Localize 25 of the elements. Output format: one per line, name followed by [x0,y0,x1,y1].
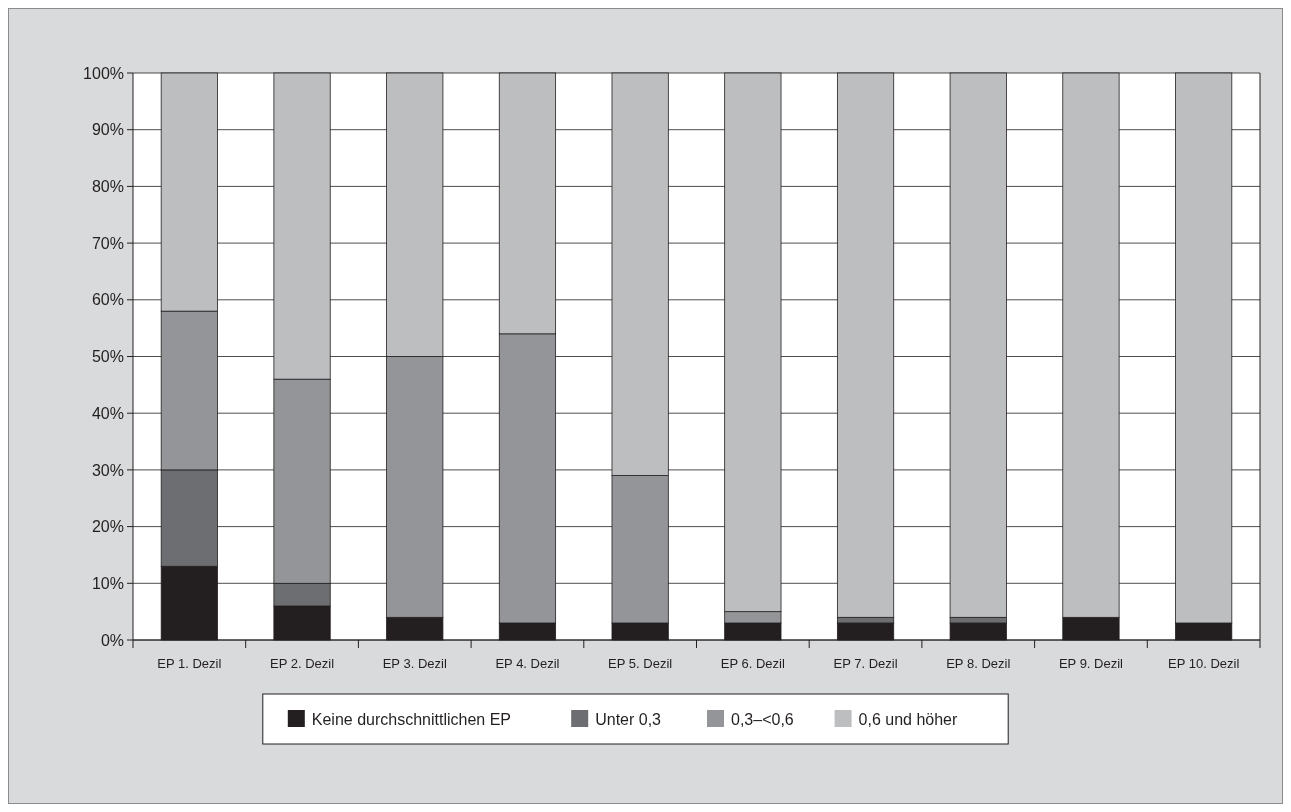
y-tick-label: 50% [91,348,124,366]
legend-label: 0,6 und höher [858,710,959,728]
legend-label: 0,3–<0,6 [731,710,794,728]
x-tick-label: EP 10. Dezil [1168,656,1240,671]
y-tick-label: 80% [91,178,124,195]
x-tick-label: EP 4. Dezil [495,656,560,671]
x-tick-label: EP 1. Dezil [157,656,222,671]
legend-label: Unter 0,3 [595,710,662,728]
y-tick-label: 30% [91,461,124,479]
x-tick-label: EP 8. Dezil [946,656,1011,671]
y-tick-label: 70% [91,234,124,252]
x-tick-label: EP 5. Dezil [608,656,673,671]
y-tick-label: 20% [91,518,124,536]
x-tick-label: EP 9. Dezil [1058,656,1124,671]
x-tick-label: EP 6. Dezil [720,656,785,671]
x-tick-label: EP 2. Dezil [270,656,335,671]
y-tick-label: 40% [91,404,124,422]
x-tick-label: EP 3. Dezil [382,656,447,671]
y-tick-label: 100% [83,64,124,82]
y-tick-label: 10% [91,574,124,592]
y-tick-label: 90% [91,121,124,139]
x-tick-label: EP 7. Dezil [833,656,898,671]
y-tick-label: 0% [100,631,124,649]
y-tick-label: 60% [91,291,124,309]
legend-label: Keine durchschnittlichen EP [311,710,512,728]
